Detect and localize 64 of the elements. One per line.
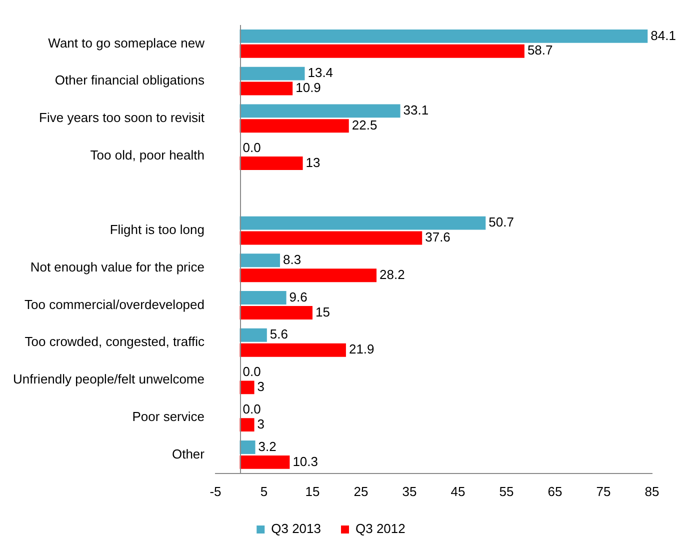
y-tick-label: Too old, poor health xyxy=(90,147,204,162)
x-tick-label: 45 xyxy=(450,484,466,499)
bar xyxy=(240,216,486,230)
y-tick-label: Flight is too long xyxy=(110,222,204,238)
data-label: 0.0 xyxy=(242,140,261,155)
y-tick-label: Other financial obligations xyxy=(54,72,205,88)
data-label: 3 xyxy=(257,379,265,394)
data-label: 0.0 xyxy=(242,364,261,380)
bar xyxy=(240,254,280,268)
x-tick-label: 5 xyxy=(260,484,268,499)
y-tick-label: Unfriendly people/felt unwelcome xyxy=(12,372,204,387)
bar xyxy=(240,66,305,80)
data-label: 3.2 xyxy=(258,438,276,454)
x-tick-label: 75 xyxy=(596,484,611,499)
y-tick-label: Too crowded, congested, traffic xyxy=(24,334,205,350)
bar xyxy=(240,82,293,96)
data-label: 21.9 xyxy=(348,342,374,357)
x-tick-label: 55 xyxy=(499,484,514,499)
bar xyxy=(240,119,349,133)
data-label: 28.2 xyxy=(380,266,405,282)
data-label: 84.1 xyxy=(650,28,676,43)
x-tick-label: 35 xyxy=(402,484,417,499)
x-tick-label: 85 xyxy=(644,484,660,499)
bar xyxy=(240,291,286,305)
bar xyxy=(240,328,267,342)
bar xyxy=(240,231,422,245)
data-label: 0.0 xyxy=(242,401,261,416)
legend-label: Q3 2013 xyxy=(271,521,321,536)
data-label: 58.7 xyxy=(527,42,553,58)
data-label: 13.4 xyxy=(308,65,334,80)
data-label: 33.1 xyxy=(403,102,429,118)
bar xyxy=(240,418,254,432)
bar xyxy=(240,104,400,118)
data-label: 9.6 xyxy=(289,289,308,304)
y-tick-label: Not enough value for the price xyxy=(30,259,204,274)
data-label: 22.5 xyxy=(352,117,378,132)
data-label: 37.6 xyxy=(425,230,450,245)
data-label: 13 xyxy=(306,154,320,170)
y-tick-label: Other xyxy=(172,446,206,462)
bar xyxy=(240,306,312,320)
bar xyxy=(240,343,346,357)
y-tick-label: Want to go someplace new xyxy=(48,35,206,50)
bar xyxy=(240,44,524,58)
data-label: 50.7 xyxy=(488,214,514,230)
data-label: 10.3 xyxy=(292,454,318,469)
x-tick-label: -5 xyxy=(210,484,222,499)
x-tick-label: 65 xyxy=(548,484,562,499)
x-tick-label: 15 xyxy=(305,484,320,499)
y-tick-label: Too commercial/overdeveloped xyxy=(24,296,204,312)
y-tick-label: Poor service xyxy=(132,408,204,424)
data-label: 5.6 xyxy=(270,326,288,342)
legend-label: Q3 2012 xyxy=(356,521,406,536)
bar xyxy=(240,380,254,394)
data-label: 10.9 xyxy=(296,80,321,96)
data-label: 8.3 xyxy=(283,252,302,267)
x-tick-label: 25 xyxy=(354,484,368,499)
bar xyxy=(240,268,377,282)
data-label: 15 xyxy=(315,304,330,320)
bar xyxy=(240,455,290,469)
bar xyxy=(240,156,303,170)
bar xyxy=(240,440,256,454)
data-label: 3 xyxy=(257,416,265,432)
y-tick-label: Five years too soon to revisit xyxy=(39,110,205,125)
bar xyxy=(240,29,648,43)
